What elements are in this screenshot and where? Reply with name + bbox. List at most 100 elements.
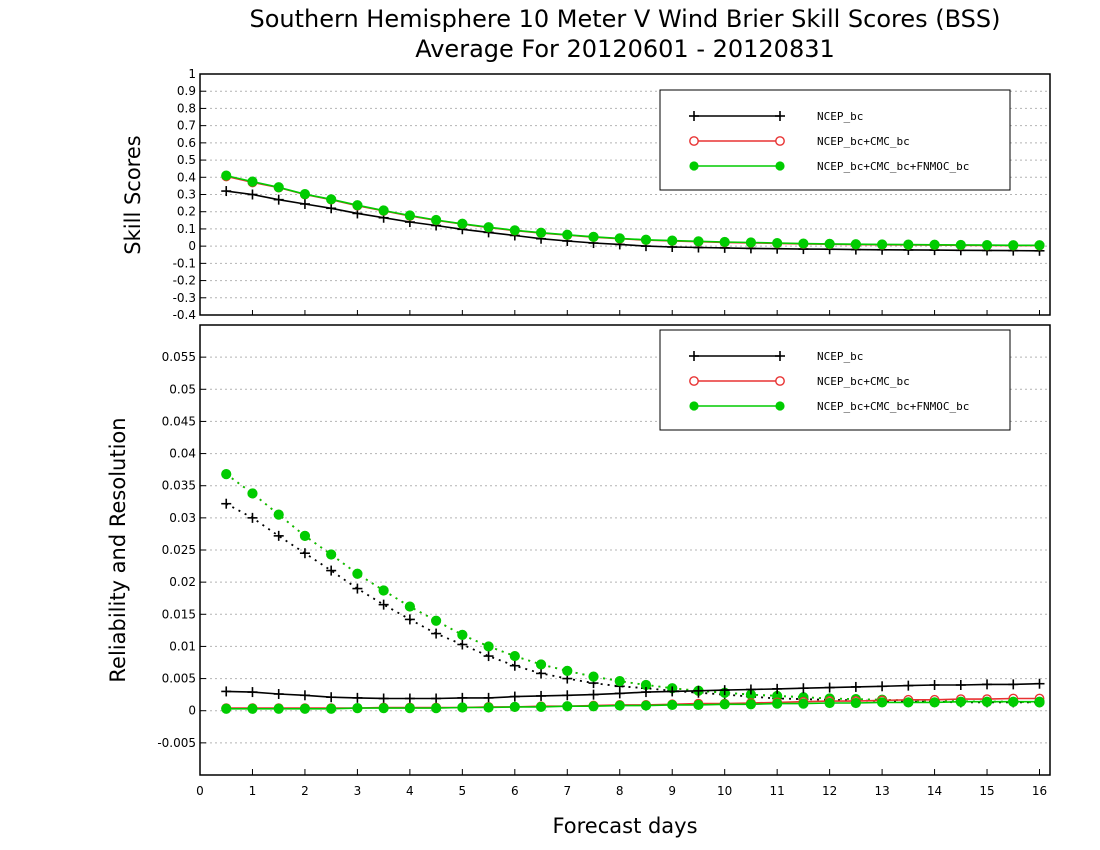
data-point — [483, 692, 494, 703]
data-point — [457, 702, 468, 713]
y-tick-label: 0.5 — [177, 153, 196, 167]
data-point — [772, 237, 783, 249]
data-point — [1008, 696, 1019, 707]
data-point — [745, 237, 757, 248]
data-point — [352, 692, 363, 703]
data-point — [562, 229, 573, 240]
x-tick-label: 2 — [301, 784, 309, 798]
data-point — [693, 699, 704, 711]
data-point — [667, 686, 678, 697]
data-point — [535, 659, 547, 670]
x-tick-label: 12 — [822, 784, 837, 798]
y-tick-label: 0.6 — [177, 136, 196, 150]
legend-marker — [689, 376, 699, 386]
data-point — [221, 170, 232, 181]
data-point — [378, 599, 389, 610]
y-tick-label: 0.04 — [169, 447, 196, 461]
bottom-panel: -0.005 0 0.005 0.01 0.015 0.02 0.025 0.03 0.035 0… — [106, 324, 1051, 838]
data-point — [536, 690, 547, 701]
x-tick-label: 1 — [249, 784, 257, 798]
data-point — [903, 697, 914, 708]
data-point — [483, 651, 494, 662]
legend-marker — [775, 376, 785, 386]
y-tick-label: 0.8 — [177, 101, 196, 115]
legend-label: NCEP_bc — [817, 110, 863, 123]
x-tick-label: 6 — [511, 784, 519, 798]
data-point — [745, 699, 757, 710]
data-point — [955, 680, 966, 690]
series-2 — [221, 170, 1045, 251]
data-point — [378, 205, 389, 216]
legend-label: NCEP_bc+CMC_bc+FNMOC_bc — [817, 400, 969, 413]
chart-subtitle: Average For 20120601 - 20120831 — [415, 35, 835, 63]
legend-item: NCEP_bc+CMC_bc+FNMOC_bc — [689, 160, 969, 173]
data-point — [378, 703, 389, 714]
y-tick-label: 0.05 — [169, 382, 196, 396]
legend-marker — [775, 136, 785, 146]
series-1 — [221, 469, 1045, 708]
data-point — [588, 671, 599, 682]
y-tick-label: 0.9 — [177, 84, 196, 98]
y-tick-label: 0.045 — [162, 414, 196, 428]
data-point — [640, 234, 652, 245]
y-tick-label: 0.02 — [169, 575, 196, 589]
data-point — [982, 679, 993, 690]
x-tick-label: 16 — [1032, 784, 1047, 798]
data-point — [431, 615, 442, 626]
y-tick-label: -0.4 — [173, 308, 196, 322]
data-point — [798, 238, 809, 249]
y-tick-label: 0.035 — [162, 479, 196, 493]
data-point — [326, 692, 337, 703]
data-point — [903, 680, 914, 691]
data-point — [772, 698, 783, 709]
data-point — [247, 488, 258, 499]
legend-item: NCEP_bc+CMC_bc — [689, 135, 910, 148]
data-point — [247, 512, 258, 523]
data-point — [299, 690, 310, 701]
top-gridlines — [200, 90, 1050, 315]
top-y-ticks: -0.4 -0.3 -0.2 -0.1 0 0.1 0.2 0.3 0.4 0.5 0.6 0.7 0.… — [173, 67, 206, 322]
data-point — [876, 239, 888, 250]
data-point — [850, 697, 861, 709]
y-tick-label: 0.055 — [162, 350, 196, 364]
series-line — [225, 502, 1040, 704]
x-tick-label: 0 — [196, 784, 204, 798]
data-point — [247, 176, 258, 187]
y-tick-label: 0.015 — [162, 607, 196, 621]
y-tick-label: 0.01 — [169, 639, 196, 653]
y-tick-label: 0.1 — [177, 222, 196, 236]
data-point — [798, 683, 809, 694]
data-point — [299, 548, 310, 559]
data-point — [431, 214, 442, 226]
y-tick-label: 0.7 — [177, 119, 196, 133]
data-point — [614, 233, 625, 244]
data-point — [772, 683, 783, 694]
series-line — [226, 697, 1040, 709]
data-point — [1034, 678, 1045, 689]
data-point — [352, 583, 363, 594]
bottom-series-group — [221, 469, 1045, 714]
bottom-y-ticks: -0.005 0 0.005 0.01 0.015 0.02 0.025 0.03 0.035 0… — [157, 350, 206, 750]
data-point — [614, 676, 625, 687]
bottom-gridlines — [200, 356, 1050, 744]
y-tick-label: 0.4 — [177, 170, 196, 184]
data-point — [824, 697, 835, 709]
legend-item: NCEP_bc — [689, 110, 863, 123]
x-tick-label: 14 — [927, 784, 942, 798]
data-point — [247, 703, 258, 714]
data-point — [299, 530, 311, 541]
data-point — [431, 693, 442, 704]
data-point — [798, 698, 809, 709]
data-point — [431, 628, 442, 639]
data-point — [326, 194, 337, 205]
data-point — [404, 614, 415, 625]
data-point — [247, 687, 258, 698]
y-tick-label: -0.005 — [157, 736, 196, 750]
data-point — [221, 469, 232, 480]
series-0 — [221, 498, 1045, 708]
data-point — [824, 682, 835, 693]
data-point — [221, 186, 232, 197]
legend-marker — [689, 136, 699, 146]
data-point — [719, 236, 730, 248]
